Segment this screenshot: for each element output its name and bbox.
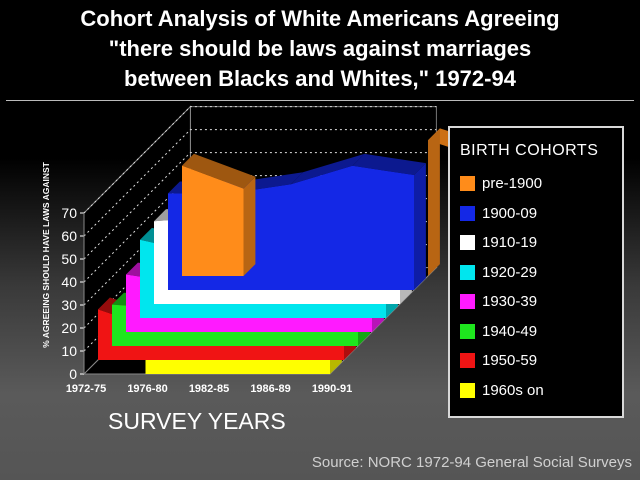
legend: BIRTH COHORTS pre-1900 1900-09 1910-19 1920… [448, 126, 624, 418]
y-axis: 0 10 20 30 40 50 60 70 [61, 205, 85, 382]
gridline [83, 106, 437, 214]
legend-swatch [460, 235, 475, 250]
series-end [428, 128, 440, 276]
legend-swatch [460, 264, 475, 280]
legend-swatch [460, 382, 475, 398]
legend-label: 1930-39 [482, 293, 538, 310]
y-tick-label: 0 [69, 366, 77, 382]
series-top [182, 153, 256, 189]
x-tick-label: 1976-80 [127, 383, 167, 395]
x-axis-label: SURVEY YEARS [108, 408, 286, 434]
x-axis: 1972-75 1976-80 1982-85 1986-89 1990-91 [66, 383, 352, 395]
legend-label: 1960s on [482, 381, 544, 399]
legend-label: 1920-29 [482, 263, 538, 281]
series-pre-1900 [182, 128, 462, 276]
chart-title-line-2: "there should be laws against marriages [108, 36, 532, 61]
legend-swatch [460, 323, 475, 339]
chart-title-line-3: between Blacks and Whites," 1972-94 [124, 66, 516, 91]
y-tick-label: 20 [61, 320, 77, 336]
y-axis-title: % AGREEING SHOULD HAVE LAWS AGAINST [41, 161, 51, 348]
y-tick-label: 30 [61, 297, 77, 313]
title-divider [6, 100, 634, 101]
series-top [352, 153, 426, 175]
y-tick-label: 70 [61, 205, 77, 221]
series-end [243, 176, 256, 276]
chart-title-line-1: Cohort Analysis of White Americans Agree… [80, 6, 560, 31]
series-end [414, 163, 426, 290]
y-tick-label: 50 [61, 251, 77, 267]
legend-label: 1950-59 [482, 352, 538, 369]
x-tick-label: 1990-91 [312, 383, 352, 395]
legend-label: 1910-19 [482, 234, 538, 251]
gridline [83, 152, 437, 260]
x-tick-label: 1972-75 [66, 383, 106, 395]
legend-swatch [460, 294, 475, 309]
legend-title: BIRTH COHORTS [460, 142, 599, 159]
legend-label: 1900-09 [482, 204, 538, 222]
series-face [182, 165, 244, 276]
source-note: Source: NORC 1972-94 General Social Surv… [311, 454, 632, 471]
y-tick-label: 40 [61, 274, 77, 290]
legend-swatch [460, 205, 475, 221]
x-tick-label: 1986-89 [250, 383, 290, 395]
legend-label: pre-1900 [482, 175, 543, 192]
y-tick-label: 10 [61, 343, 77, 359]
legend-label: 1940-49 [482, 322, 538, 340]
series-top [291, 153, 365, 185]
y-tick-label: 60 [61, 228, 77, 244]
gridline [83, 129, 437, 237]
legend-swatch [460, 176, 475, 191]
x-tick-label: 1982-85 [189, 383, 229, 395]
legend-swatch [460, 353, 475, 368]
